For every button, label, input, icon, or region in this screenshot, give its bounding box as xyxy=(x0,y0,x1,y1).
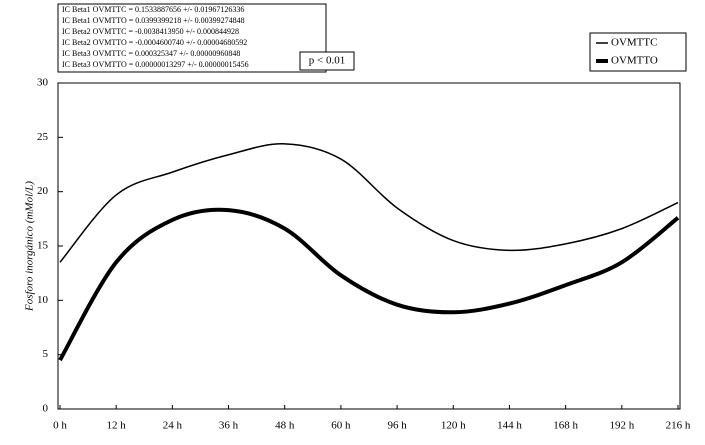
p-value: p < 0.01 xyxy=(309,55,345,67)
series-line xyxy=(59,143,679,263)
plot-frame xyxy=(57,82,681,410)
series-line xyxy=(58,207,680,362)
note: IC Beta2 OVMTTC = -0.0038413950 +/- 0.00… xyxy=(62,27,239,36)
x-tick-label: 48 h xyxy=(275,420,295,432)
y-tick-label: 30 xyxy=(37,77,49,89)
legend-label: OVMTTO xyxy=(611,55,658,67)
note: IC Beta1 OVMTTC = 0.1533887656 +/- 0.019… xyxy=(62,5,244,14)
p-box xyxy=(299,51,355,71)
note: IC Beta3 OVMTTC = 0.000325347 +/- 0.0000… xyxy=(62,49,240,58)
note: IC Beta2 OVMTTO = -0.0004600740 +/- 0.00… xyxy=(62,38,247,47)
note: IC Beta3 OVMTTO = 0.00000013297 +/- 0.00… xyxy=(62,60,249,69)
x-tick-label: 120 h xyxy=(441,420,466,432)
notes-box xyxy=(57,3,327,73)
x-tick-label: 12 h xyxy=(107,420,127,432)
x-tick-label: 24 h xyxy=(163,420,183,432)
x-tick-label: 192 h xyxy=(609,420,634,432)
x-tick-label: 168 h xyxy=(553,420,578,432)
y-tick-label: 10 xyxy=(37,294,49,306)
y-tick-label: 25 xyxy=(37,131,49,143)
y-tick-label: 15 xyxy=(37,240,49,252)
y-tick-label: 20 xyxy=(37,185,49,197)
legend-label: OVMTTC xyxy=(611,37,657,49)
legend-box xyxy=(589,32,687,72)
x-tick-label: 216 h xyxy=(666,420,691,432)
y-tick-label: 5 xyxy=(43,348,49,360)
y-tick-label: 0 xyxy=(43,403,49,415)
x-tick-label: 96 h xyxy=(387,420,407,432)
note: IC Beta1 OVMTTO = 0.0399399218 +/- 0.003… xyxy=(62,16,245,25)
x-tick-label: 36 h xyxy=(219,420,239,432)
x-tick-label: 144 h xyxy=(497,420,522,432)
y-axis-label: Fosforo inorgánico (mMol/L) xyxy=(24,181,36,312)
x-tick-label: 60 h xyxy=(331,420,351,432)
x-tick-label: 0 h xyxy=(53,420,67,432)
